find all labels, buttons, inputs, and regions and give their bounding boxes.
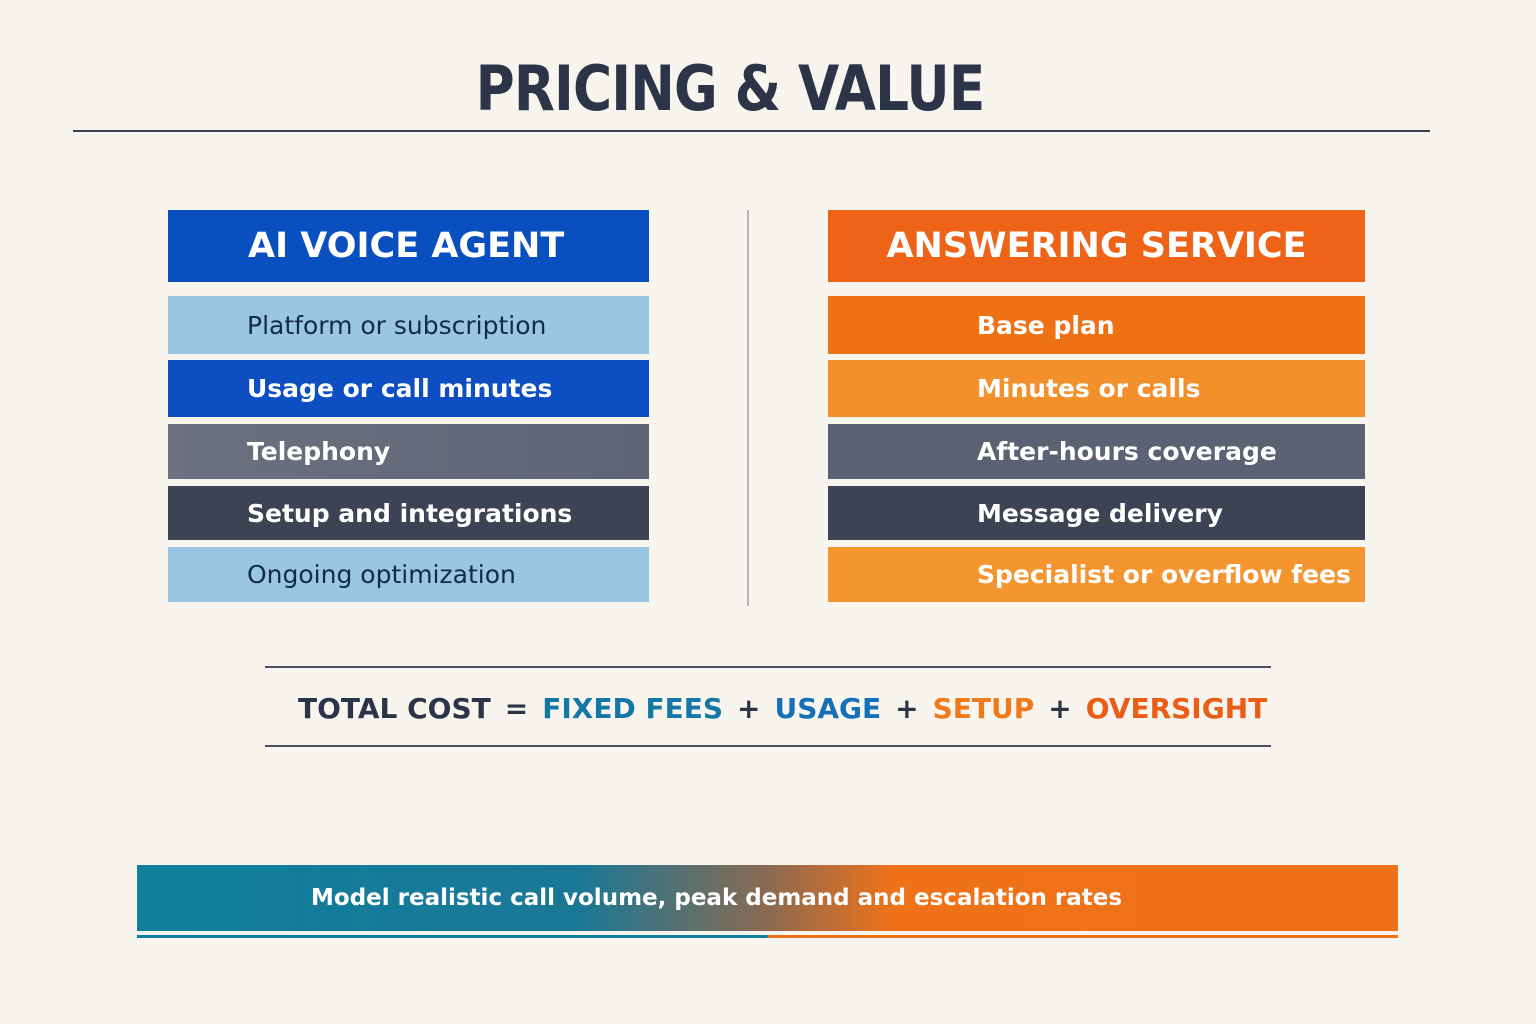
ai-cost-item-label: Setup and integrations xyxy=(247,498,573,528)
ai-cost-item-label: Platform or subscription xyxy=(247,310,547,340)
answering-cost-item-label: Base plan xyxy=(977,310,1115,340)
plus-sign: + xyxy=(736,692,761,725)
ai-cost-item: Ongoing optimization xyxy=(168,547,649,602)
ai-cost-item: Platform or subscription xyxy=(168,296,649,354)
equals-sign: = xyxy=(504,692,529,725)
answering-cost-item-label: Specialist or overflow fees xyxy=(977,560,1351,589)
plus-sign: + xyxy=(1048,692,1072,725)
ai-cost-item: Usage or call minutes xyxy=(168,360,649,417)
guidance-banner: Model realistic call volume, peak demand… xyxy=(137,865,1398,931)
answering-cost-item: Message delivery xyxy=(828,486,1365,540)
total-cost-equation: TOTAL COST = FIXED FEES + USAGE + SETUP … xyxy=(298,692,1267,725)
ai-cost-item-label: Telephony xyxy=(247,437,391,466)
answering-cost-item-label: Message delivery xyxy=(977,498,1223,528)
equation-rule-top xyxy=(265,666,1271,668)
answering-cost-item-label: Minutes or calls xyxy=(977,374,1201,403)
equation-term-fixed-fees: FIXED FEES xyxy=(542,692,723,725)
answering-cost-item: Base plan xyxy=(828,296,1365,354)
column-divider xyxy=(747,210,749,606)
ai-cost-item-label: Ongoing optimization xyxy=(247,560,516,589)
guidance-banner-text: Model realistic call volume, peak demand… xyxy=(311,885,1123,911)
equation-term-setup: SETUP xyxy=(932,692,1035,725)
answering-cost-item: Minutes or calls xyxy=(828,360,1365,417)
ai-cost-item-label: Usage or call minutes xyxy=(247,374,553,403)
plus-sign: + xyxy=(895,692,919,725)
equation-term-oversight: OVERSIGHT xyxy=(1085,692,1268,725)
answering-cost-item: Specialist or overflow fees xyxy=(828,547,1365,602)
equation-label: TOTAL COST xyxy=(298,692,491,725)
equation-term-usage: USAGE xyxy=(774,692,882,725)
answering-cost-item: After-hours coverage xyxy=(828,424,1365,479)
answering-cost-item-label: After-hours coverage xyxy=(977,437,1277,466)
page-title: PRICING & VALUE xyxy=(475,52,986,125)
banner-underline xyxy=(137,935,1398,938)
equation-rule-bottom xyxy=(265,745,1271,747)
ai-voice-agent-header: AI VOICE AGENT xyxy=(168,210,649,282)
answering-service-header: ANSWERING SERVICE xyxy=(828,210,1365,282)
ai-cost-item: Setup and integrations xyxy=(168,486,649,540)
ai-cost-item: Telephony xyxy=(168,424,649,479)
title-divider xyxy=(73,130,1430,132)
